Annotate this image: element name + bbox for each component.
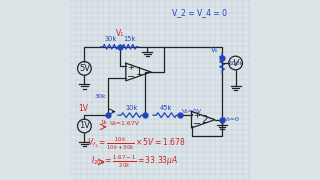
Text: V₂=0V: V₂=0V bbox=[182, 109, 202, 114]
Text: V₀: V₀ bbox=[211, 47, 219, 53]
Text: +: + bbox=[127, 63, 134, 72]
Text: V₃=0: V₃=0 bbox=[224, 117, 240, 122]
Text: 1V: 1V bbox=[79, 122, 90, 130]
Text: $V_{f_1} = \frac{10k}{10k+30k} \times 5V = 1.678$: $V_{f_1} = \frac{10k}{10k+30k} \times 5V… bbox=[87, 136, 186, 152]
Text: −: − bbox=[193, 120, 201, 129]
Text: 1k: 1k bbox=[100, 120, 107, 125]
Text: 100k: 100k bbox=[228, 60, 244, 66]
Text: 1V: 1V bbox=[78, 103, 89, 112]
Text: +: + bbox=[193, 111, 200, 120]
Text: V₁: V₁ bbox=[116, 29, 124, 38]
Text: V₂=1.67V: V₂=1.67V bbox=[110, 121, 140, 126]
Text: V_2 = V_4 = 0: V_2 = V_4 = 0 bbox=[172, 8, 227, 17]
Text: 10k: 10k bbox=[125, 105, 137, 111]
Text: $I_{20k} = \frac{1.67-1}{20k} = 33.33\mu A$: $I_{20k} = \frac{1.67-1}{20k} = 33.33\mu… bbox=[91, 154, 179, 170]
Text: 1: 1 bbox=[136, 67, 143, 77]
Text: 30k: 30k bbox=[104, 36, 116, 42]
Text: 45k: 45k bbox=[160, 105, 172, 111]
Text: 30k: 30k bbox=[95, 94, 107, 99]
Text: 5V: 5V bbox=[79, 64, 90, 73]
Text: 2: 2 bbox=[201, 115, 207, 125]
Text: V: V bbox=[233, 58, 239, 68]
Text: 15k: 15k bbox=[123, 36, 136, 42]
Text: −: − bbox=[127, 72, 135, 82]
